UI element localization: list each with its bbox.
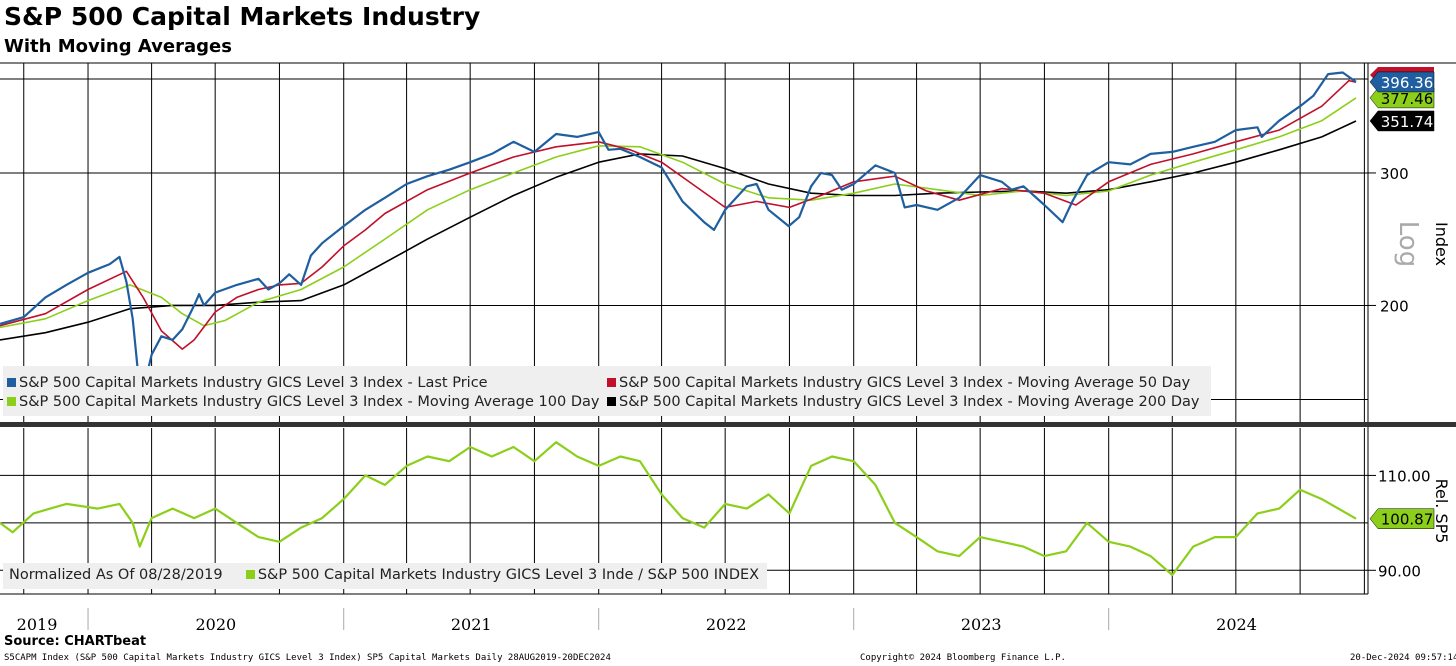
series-line-ma100 <box>0 97 1357 329</box>
legend-item-ma200: S&P 500 Capital Markets Industry GICS Le… <box>607 393 1199 412</box>
footer-description: S5CAPM Index (S&P 500 Capital Markets In… <box>4 653 611 663</box>
source-note: Source: CHARTbeat <box>4 634 147 649</box>
series-line-ratio <box>0 441 1357 577</box>
x-tick-label: 2022 <box>706 615 747 634</box>
y-axis-title-bottom: Rel. SP5 <box>1432 479 1451 544</box>
last-value-tag-last-price: 396.36 <box>1369 71 1435 93</box>
legend-swatch-ma100 <box>7 397 16 406</box>
legend-swatch-ma50 <box>607 378 616 387</box>
legend-swatch-last-price <box>7 378 16 387</box>
last-value-tag-ma100-text: 377.46 <box>1381 90 1434 108</box>
last-value-tag-ma200-text: 351.74 <box>1381 113 1434 131</box>
legend-label-ma50: S&P 500 Capital Markets Industry GICS Le… <box>619 375 1191 391</box>
series-line-ma200 <box>0 120 1357 341</box>
legend-item-last-price: S&P 500 Capital Markets Industry GICS Le… <box>7 374 607 393</box>
x-axis: 2019 2020 2021 2022 2023 2024 <box>17 608 1257 634</box>
last-value-tag-ma100: 377.46 <box>1369 87 1435 109</box>
x-tick-label: 2024 <box>1216 615 1257 634</box>
last-value-tag-ratio: 100.87 <box>1369 508 1435 529</box>
footer-copyright: Copyright© 2024 Bloomberg Finance L.P. <box>860 653 1066 663</box>
x-tick-label: 2020 <box>196 615 237 634</box>
chart-title: S&P 500 Capital Markets Industry <box>4 2 481 31</box>
last-value-tag-ma200: 351.74 <box>1369 110 1435 132</box>
legend-label-ratio: S&P 500 Capital Markets Industry GICS Le… <box>257 567 760 583</box>
y-axis-title-top: Index <box>1432 222 1451 266</box>
footer-timestamp: 20-Dec-2024 09:57:14 <box>1350 653 1456 663</box>
y-tick-label-top: 300 <box>1380 165 1409 183</box>
y-tick-label-bottom: 110.00 <box>1378 467 1431 485</box>
last-value-tag-last-price-bg <box>1369 71 1435 93</box>
last-value-tag-ratio-text: 100.87 <box>1381 511 1434 529</box>
x-tick-label: 2021 <box>451 615 492 634</box>
y-tick-label-bottom: 90.00 <box>1378 562 1421 580</box>
legend-note: Normalized As Of 08/28/2019 <box>9 567 223 583</box>
last-value-tag-ma200-bg <box>1369 110 1435 132</box>
legend-label-ma100: S&P 500 Capital Markets Industry GICS Le… <box>19 394 600 410</box>
legend-label-last-price: S&P 500 Capital Markets Industry GICS Le… <box>19 375 488 391</box>
legend-item-ma100: S&P 500 Capital Markets Industry GICS Le… <box>7 393 607 412</box>
legend-swatch-ratio <box>245 570 255 579</box>
log-scale-label: Log <box>1393 221 1423 267</box>
last-value-tag-ratio-bg <box>1369 508 1435 529</box>
y-tick-label-top: 200 <box>1380 297 1409 315</box>
grid-lines <box>0 63 1368 594</box>
x-tick-label: 2019 <box>17 615 58 634</box>
series-line-last-price <box>0 71 1357 395</box>
panel-divider <box>0 422 1456 427</box>
legend-label-ma200: S&P 500 Capital Markets Industry GICS Le… <box>619 394 1200 410</box>
x-tick-label: 2023 <box>961 615 1002 634</box>
legend-swatch-ma200 <box>607 397 616 406</box>
legend-bottom: Normalized As Of 08/28/2019 S&P 500 Capi… <box>3 563 768 589</box>
legend-top: S&P 500 Capital Markets Industry GICS Le… <box>3 366 1211 416</box>
legend-item-ma50: S&P 500 Capital Markets Industry GICS Le… <box>607 374 1190 393</box>
series-line-ma50 <box>0 79 1357 350</box>
chart-subtitle: With Moving Averages <box>4 36 232 57</box>
last-value-tag-last-price-text: 396.36 <box>1381 74 1434 92</box>
